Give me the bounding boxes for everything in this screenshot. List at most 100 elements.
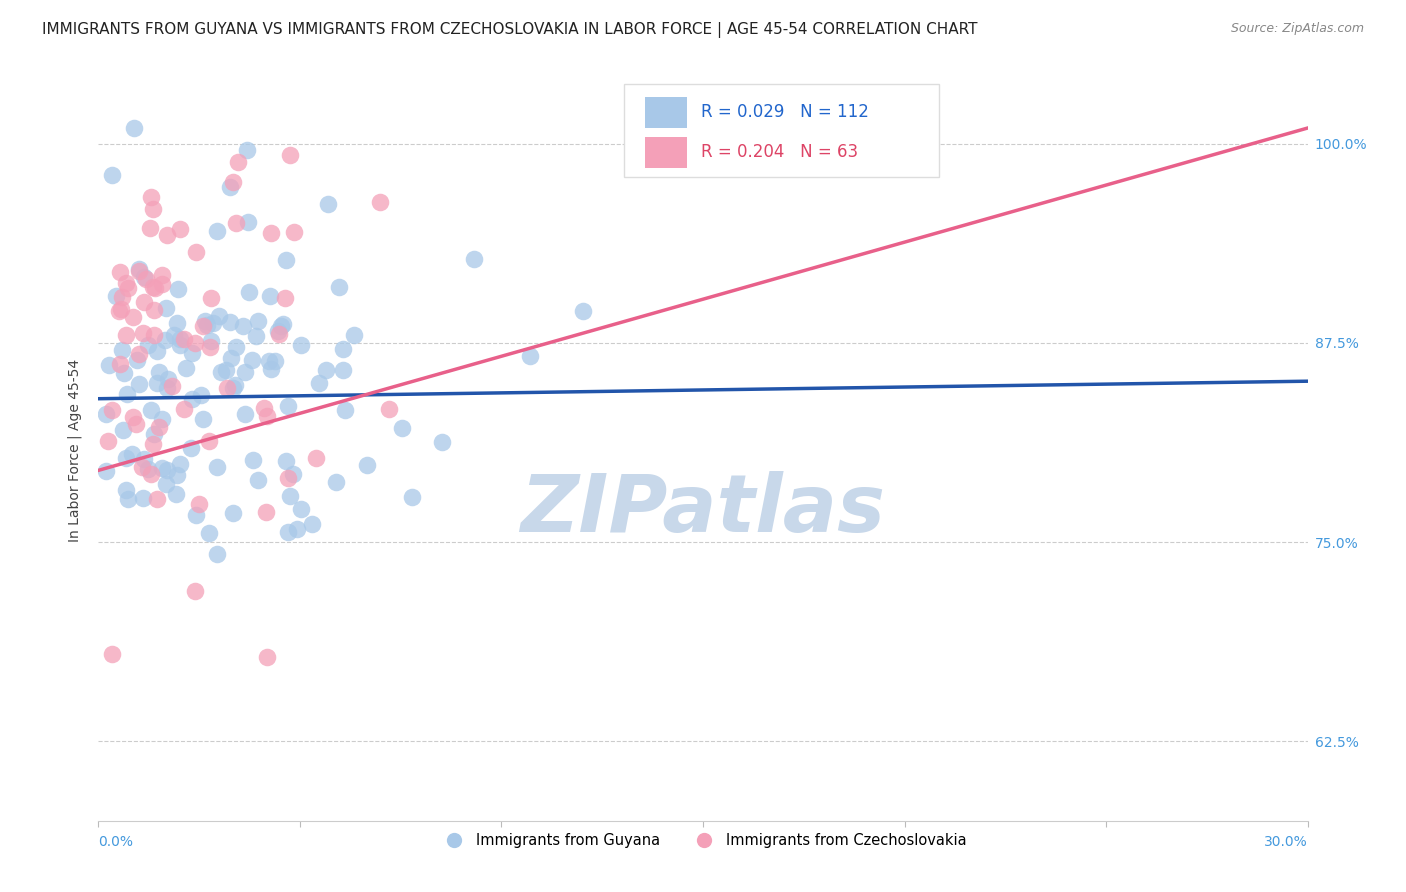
Point bbox=[139, 403, 162, 417]
Point bbox=[191, 411, 214, 425]
Point bbox=[110, 301, 132, 316]
Point bbox=[115, 328, 138, 343]
Text: R = 0.204   N = 63: R = 0.204 N = 63 bbox=[700, 143, 858, 161]
Point bbox=[260, 227, 283, 241]
Point bbox=[163, 327, 186, 342]
Point bbox=[222, 381, 245, 395]
Legend: Immigrants from Guyana, Immigrants from Czechoslovakia: Immigrants from Guyana, Immigrants from … bbox=[433, 828, 973, 854]
Point bbox=[101, 169, 124, 183]
Point bbox=[180, 392, 202, 406]
Point bbox=[391, 421, 413, 435]
Point bbox=[156, 227, 179, 242]
Point bbox=[128, 262, 150, 277]
Point bbox=[208, 309, 231, 323]
Point bbox=[101, 647, 124, 661]
Text: 0.0%: 0.0% bbox=[98, 836, 134, 849]
Point bbox=[105, 289, 128, 303]
Point bbox=[463, 252, 485, 266]
Point bbox=[224, 377, 246, 392]
Point bbox=[232, 319, 254, 334]
Point bbox=[207, 548, 229, 562]
Point bbox=[325, 475, 347, 489]
Point bbox=[377, 402, 399, 417]
Point bbox=[276, 253, 298, 268]
Point bbox=[264, 353, 287, 368]
Point bbox=[150, 460, 173, 475]
Point bbox=[269, 326, 291, 341]
Point bbox=[198, 340, 221, 354]
Point bbox=[267, 324, 290, 338]
Point bbox=[198, 526, 221, 541]
Point bbox=[111, 290, 134, 304]
Point bbox=[166, 316, 188, 330]
Point bbox=[176, 361, 198, 376]
Point bbox=[156, 380, 179, 394]
Point bbox=[247, 473, 270, 487]
Point bbox=[233, 365, 256, 379]
Point bbox=[136, 462, 159, 476]
Point bbox=[519, 349, 541, 363]
Point bbox=[165, 486, 187, 500]
Point bbox=[117, 387, 139, 401]
Point bbox=[283, 225, 305, 239]
Point bbox=[166, 468, 188, 483]
Point bbox=[186, 244, 208, 259]
Point bbox=[259, 354, 281, 368]
Point bbox=[277, 399, 299, 413]
Point bbox=[97, 359, 120, 373]
Point bbox=[134, 270, 156, 285]
Point bbox=[191, 319, 214, 334]
Point bbox=[242, 452, 264, 467]
Point bbox=[430, 434, 453, 449]
Point bbox=[240, 353, 263, 368]
FancyBboxPatch shape bbox=[624, 84, 939, 177]
Text: ZIPatlas: ZIPatlas bbox=[520, 471, 886, 549]
Point bbox=[180, 442, 202, 456]
Y-axis label: In Labor Force | Age 45-54: In Labor Force | Age 45-54 bbox=[67, 359, 83, 542]
Point bbox=[150, 277, 173, 291]
Point bbox=[125, 417, 148, 432]
Point bbox=[274, 291, 297, 305]
Point bbox=[152, 412, 174, 426]
Point bbox=[112, 366, 135, 380]
Point bbox=[187, 497, 209, 511]
Point bbox=[142, 303, 165, 318]
Point bbox=[202, 316, 225, 330]
Point bbox=[169, 337, 191, 351]
Point bbox=[195, 318, 218, 332]
Point bbox=[276, 453, 298, 467]
Text: Source: ZipAtlas.com: Source: ZipAtlas.com bbox=[1230, 22, 1364, 36]
Point bbox=[146, 376, 169, 391]
Point bbox=[221, 506, 243, 520]
Point bbox=[205, 224, 228, 238]
Point bbox=[173, 401, 195, 416]
Point bbox=[277, 471, 299, 485]
Point bbox=[218, 316, 240, 330]
Point bbox=[136, 338, 159, 352]
Point bbox=[290, 502, 312, 516]
Point bbox=[180, 346, 202, 360]
Point bbox=[247, 314, 270, 328]
Point bbox=[128, 264, 150, 278]
Point bbox=[142, 327, 165, 342]
Point bbox=[146, 344, 169, 359]
Point bbox=[271, 318, 294, 332]
Point bbox=[215, 363, 238, 377]
Point bbox=[280, 148, 302, 162]
Point bbox=[183, 583, 205, 598]
Point bbox=[256, 649, 278, 664]
Point bbox=[200, 334, 222, 348]
Point bbox=[169, 332, 191, 346]
Point bbox=[290, 337, 312, 351]
Point bbox=[281, 467, 304, 481]
Point bbox=[572, 303, 595, 318]
Point bbox=[277, 524, 299, 539]
Point bbox=[225, 340, 247, 354]
Point bbox=[139, 220, 162, 235]
Point bbox=[153, 334, 176, 348]
Point bbox=[100, 403, 122, 417]
FancyBboxPatch shape bbox=[645, 136, 688, 168]
Point bbox=[110, 265, 132, 279]
Point bbox=[155, 301, 177, 315]
Point bbox=[115, 450, 138, 465]
